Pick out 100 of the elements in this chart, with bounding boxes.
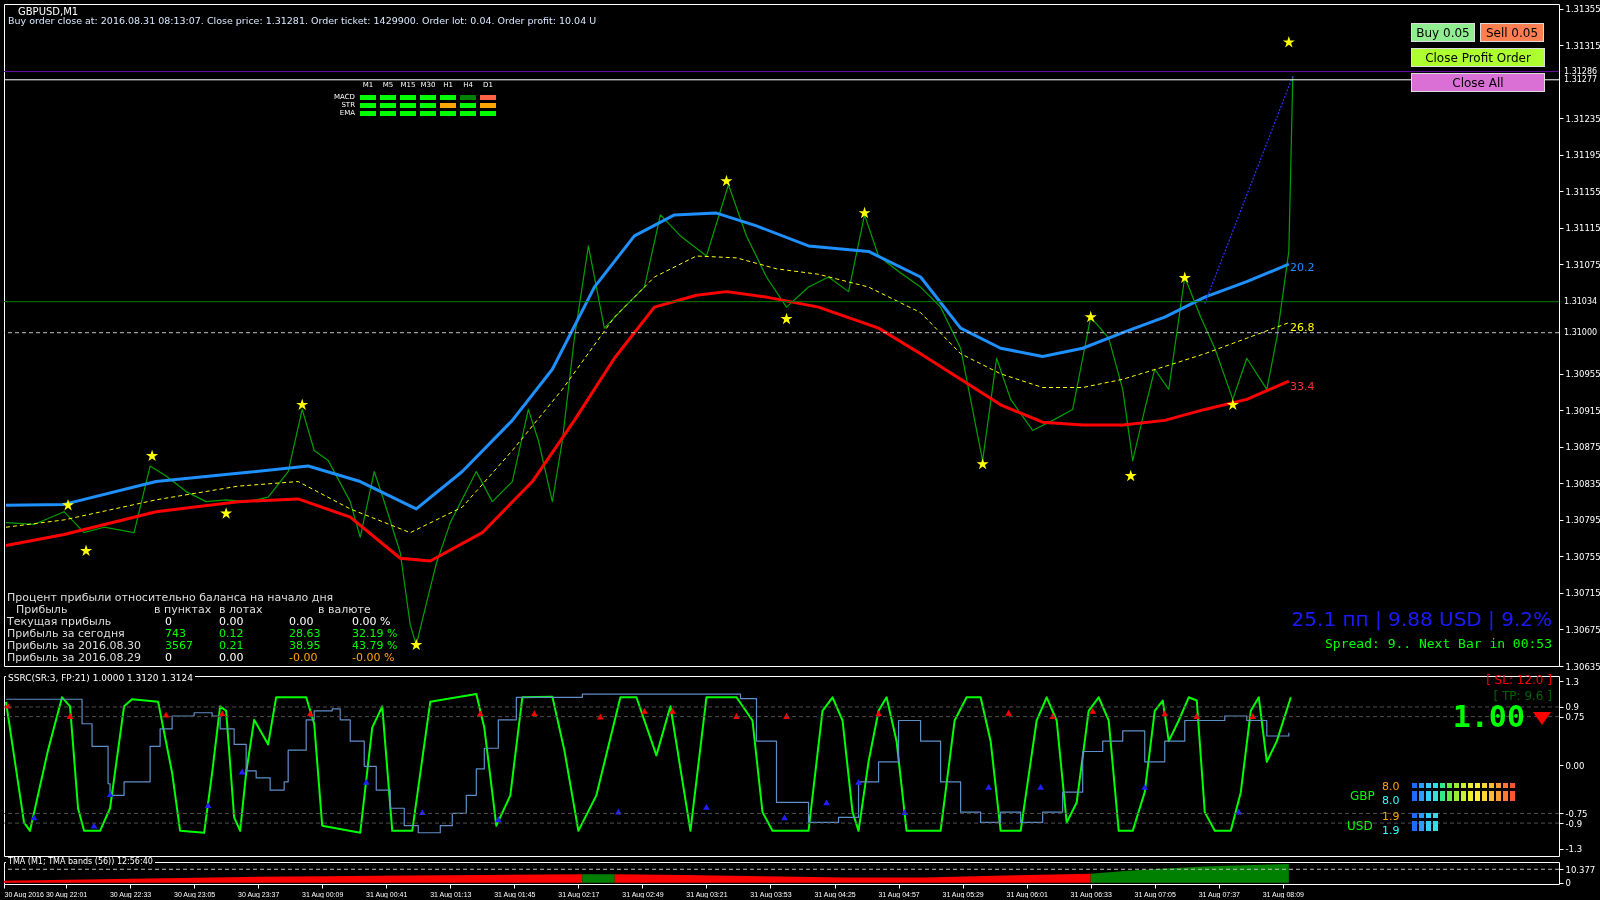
y-tick-label: 1.30715 [1565, 588, 1600, 599]
annotation: Прибыль за 2016.08.30 [7, 639, 141, 653]
annotation: Spread: 9.. Next Bar in 00:53 [1325, 636, 1552, 652]
annotation: Прибыль [16, 603, 68, 617]
annotation: Прибыль за сегодня [7, 627, 125, 641]
annotation: 0.00 [219, 651, 244, 665]
annotation: 0.00 [219, 615, 244, 629]
annotation: 25.1 пп | 9.88 USD | 9.2% [1291, 607, 1552, 631]
annotation: 1.9 [1382, 810, 1400, 824]
point [1249, 713, 1257, 719]
point [410, 638, 423, 651]
line-series [5, 255, 1290, 534]
line-series [4, 290, 1291, 563]
chart-title: TMA (M1; TMA bands (56)) 12:56:40 [6, 857, 155, 866]
button: Buy 0.05 [1411, 23, 1475, 42]
point [296, 398, 309, 410]
annotation: 0.21 [219, 639, 244, 653]
annotation: 0.00 % [352, 615, 391, 629]
point [66, 713, 74, 719]
y-tick-label: 10.377 [1565, 864, 1596, 875]
annotation: 28.63 [289, 627, 321, 641]
y-tick-label: -1.3 [1565, 844, 1583, 855]
point [781, 814, 788, 821]
annotation: 1.9 [1382, 824, 1400, 838]
annotation: USD [1347, 819, 1373, 834]
point [1193, 713, 1201, 719]
point [703, 804, 710, 810]
y-tick-label: -0.75 [1565, 808, 1588, 819]
point [780, 312, 793, 325]
ref-line-label: 1.31034 [1564, 296, 1598, 306]
point [976, 457, 989, 470]
annotation: 20.2 [1290, 261, 1315, 275]
point [858, 206, 871, 219]
annotation: [ TP: 9.6 ] [1493, 689, 1552, 704]
point [669, 707, 676, 714]
point [1226, 398, 1239, 410]
annotation: Процент прибыли относительно баланса на начало дня [7, 591, 334, 605]
y-tick-label: 1.31235 [1565, 113, 1600, 124]
y-tick-label: -0.9 [1565, 818, 1583, 829]
annotation: 0 [165, 651, 172, 665]
annotation: 26.8 [1290, 321, 1315, 335]
annotation: 43.79 % [352, 639, 398, 653]
point [1141, 784, 1149, 790]
point [1178, 271, 1191, 284]
annotation: 33.4 [1290, 380, 1315, 394]
point [362, 778, 370, 785]
line-series [4, 211, 1291, 511]
point [1089, 707, 1097, 714]
annotation: 8.0 [1382, 780, 1400, 794]
annotation: 32.19 % [352, 627, 398, 641]
point [204, 802, 212, 808]
y-tick-label: 1.30835 [1565, 478, 1600, 489]
annotation: 0 [165, 615, 172, 629]
annotation: в пунктах [154, 603, 212, 617]
y-tick-label: 1.30915 [1565, 405, 1600, 416]
point [220, 507, 233, 519]
annotation: 0.00 [289, 615, 314, 629]
y-tick-label: 1.31315 [1565, 40, 1600, 51]
point [106, 791, 114, 797]
annotation: -0.00 [289, 651, 318, 665]
point [1084, 310, 1097, 323]
y-tick-label: 1.30955 [1565, 369, 1600, 380]
point [162, 711, 170, 718]
y-tick-label: 1.31355 [1565, 4, 1600, 15]
y-tick-label: 1.3 [1565, 676, 1580, 687]
point [80, 544, 93, 557]
annotation: 743 [165, 627, 186, 641]
y-tick-label: 1.30795 [1565, 515, 1600, 526]
annotation: в валюте [318, 603, 371, 617]
point [30, 814, 38, 821]
annotation: -0.00 % [352, 651, 395, 665]
point [62, 498, 75, 511]
y-tick-label: 1.30875 [1565, 442, 1600, 453]
y-tick-label: 1.31195 [1565, 150, 1600, 161]
y-tick-label: 0 [1565, 878, 1571, 889]
button: Close All [1411, 73, 1545, 92]
button: Sell 0.05 [1480, 23, 1544, 42]
point [855, 778, 862, 785]
y-tick-label: 1.31115 [1565, 223, 1600, 234]
y-tick-label: 0.75 [1565, 712, 1585, 723]
annotation: [ SL: 12.0 ] [1486, 673, 1552, 688]
point [985, 784, 992, 790]
point [1005, 709, 1012, 716]
annotation: 3567 [165, 639, 193, 653]
point [1282, 36, 1295, 48]
point [146, 449, 159, 462]
y-tick-label: 1.30635 [1565, 661, 1600, 672]
point [597, 713, 604, 720]
annotation: 0.12 [219, 627, 244, 641]
chart-title: SSRC(SR:3, FP:21) 1.0000 1.3120 1.3124 [6, 673, 195, 684]
point [720, 174, 733, 187]
annotation: 38.95 [289, 639, 321, 653]
point [90, 822, 98, 829]
y-tick-label: 1.30755 [1565, 551, 1600, 562]
y-tick-label: 0.00 [1565, 760, 1585, 771]
annotation: в лотах [219, 603, 263, 617]
y-tick-label: 1.30675 [1565, 624, 1600, 635]
ref-line-label: 1.31277 [1564, 74, 1598, 84]
button: Close Profit Order [1411, 48, 1545, 67]
annotation: GBP [1350, 789, 1375, 804]
